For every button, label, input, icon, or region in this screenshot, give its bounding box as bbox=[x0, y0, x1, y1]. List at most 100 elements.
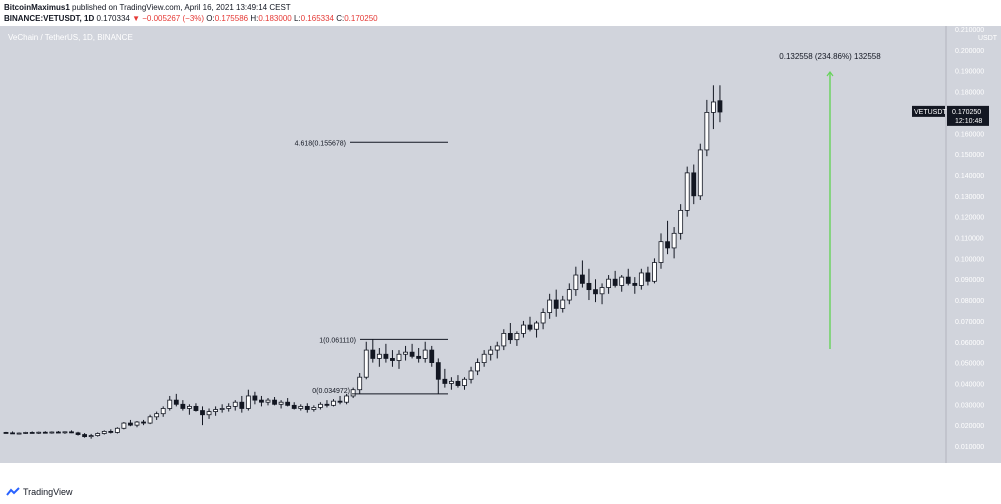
candle-body bbox=[468, 370, 474, 380]
candle-body bbox=[488, 349, 494, 355]
candle-body bbox=[337, 400, 343, 403]
footer-brand[interactable]: TradingView bbox=[6, 487, 73, 497]
candle-body bbox=[638, 272, 644, 286]
candle-body bbox=[154, 413, 160, 418]
candle-body bbox=[29, 432, 35, 434]
price-axis[interactable] bbox=[946, 26, 1001, 463]
candle-body bbox=[245, 395, 251, 409]
candle-body bbox=[114, 427, 120, 433]
candle-body bbox=[213, 409, 219, 412]
candle-body bbox=[324, 403, 330, 406]
price-tag-countdown: 12:10:48 bbox=[955, 118, 982, 125]
candle-body bbox=[691, 172, 697, 197]
y-tick-label: 0.070000 bbox=[955, 319, 984, 326]
y-tick-label: 0.060000 bbox=[955, 340, 984, 347]
y-tick-label: 0.050000 bbox=[955, 361, 984, 368]
candle-body bbox=[291, 404, 297, 409]
author-name[interactable]: BitcoinMaximus1 bbox=[4, 3, 70, 12]
y-axis-unit: USDT bbox=[978, 35, 998, 42]
candle-body bbox=[593, 289, 598, 295]
candle-body bbox=[272, 399, 277, 405]
candle-body bbox=[69, 431, 74, 434]
y-tick-label: 0.100000 bbox=[955, 256, 984, 263]
candle-body bbox=[442, 378, 448, 384]
candle-body bbox=[42, 431, 48, 434]
candle-body bbox=[82, 434, 87, 438]
candle-body bbox=[704, 112, 710, 151]
y-tick-label: 0.030000 bbox=[955, 402, 984, 409]
publish-info: BitcoinMaximus1 published on TradingView… bbox=[4, 3, 291, 12]
candlestick-chart[interactable]: VeChain / TetherUS, 1D, BINANCE USDT 0.0… bbox=[0, 26, 1001, 484]
candle-body bbox=[128, 422, 133, 426]
candle-body bbox=[285, 401, 291, 406]
candle-body bbox=[652, 262, 657, 282]
candle-body bbox=[49, 431, 55, 434]
candle-body bbox=[95, 433, 101, 436]
price-tag-value: 0.170250 bbox=[952, 109, 981, 116]
y-tick-label: 0.180000 bbox=[955, 90, 984, 97]
y-tick-label: 0.010000 bbox=[955, 444, 984, 451]
h-label: H: bbox=[250, 14, 259, 23]
candle-body bbox=[186, 405, 192, 409]
l-value: 0.165334 bbox=[300, 14, 334, 23]
fib-1-label: 1(0.061110) bbox=[319, 337, 356, 344]
candle-body bbox=[501, 333, 507, 347]
candle-body bbox=[658, 241, 664, 263]
candle-body bbox=[403, 351, 408, 355]
x-tick-label: 14 bbox=[31, 467, 39, 474]
candle-body bbox=[625, 276, 631, 284]
candle-body bbox=[350, 389, 356, 397]
candle-body bbox=[573, 274, 579, 291]
candle-body bbox=[435, 362, 441, 380]
candle-body bbox=[540, 312, 546, 324]
candle-body bbox=[62, 431, 68, 434]
tradingview-logo-icon bbox=[6, 487, 20, 496]
candle-body bbox=[298, 405, 304, 409]
symbol-interval: BINANCE:VETUSDT, 1D bbox=[4, 14, 95, 23]
candle-body bbox=[101, 431, 107, 434]
candle-body bbox=[193, 405, 199, 411]
candle-body bbox=[455, 380, 461, 386]
candle-body bbox=[147, 416, 153, 424]
candle-body bbox=[134, 421, 140, 426]
candle-body bbox=[200, 410, 205, 416]
candle-body bbox=[259, 399, 264, 403]
x-tick-label: 17 bbox=[869, 467, 877, 474]
candle-body bbox=[527, 324, 533, 330]
candle-body bbox=[304, 405, 310, 410]
o-value: 0.175586 bbox=[214, 14, 249, 23]
y-tick-label: 0.120000 bbox=[955, 215, 984, 222]
candle-body bbox=[10, 432, 15, 435]
ohlc-line: BINANCE:VETUSDT, 1D 0.170334 ▼ −0.005267… bbox=[4, 14, 378, 23]
candle-body bbox=[566, 289, 572, 301]
publish-text: published on TradingView.com, April 16, … bbox=[72, 3, 291, 12]
o-label: O: bbox=[206, 14, 215, 23]
candle-body bbox=[56, 431, 61, 434]
candle-body bbox=[665, 241, 670, 249]
candle-body bbox=[363, 349, 369, 378]
candle-body bbox=[462, 378, 467, 386]
candle-body bbox=[75, 432, 81, 435]
candle-body bbox=[357, 376, 363, 391]
candle-body bbox=[514, 333, 520, 341]
candle-body bbox=[88, 435, 94, 438]
x-tick-label: 12 bbox=[677, 467, 685, 474]
x-tick-label: 21 bbox=[238, 467, 246, 474]
c-label: C: bbox=[336, 14, 345, 23]
candle-body bbox=[678, 209, 684, 234]
chart-title: VeChain / TetherUS, 1D, BINANCE bbox=[8, 33, 133, 42]
change-value: ▼ −0.005267 (−3%) bbox=[132, 14, 205, 23]
candle-body bbox=[580, 274, 585, 284]
candle-body bbox=[586, 282, 592, 291]
candle-body bbox=[422, 349, 428, 359]
candle-body bbox=[547, 299, 553, 313]
candle-body bbox=[141, 421, 146, 424]
candle-body bbox=[311, 407, 317, 410]
x-tick-label: Mar bbox=[447, 467, 460, 474]
y-tick-label: 0.210000 bbox=[955, 27, 984, 34]
candle-body bbox=[160, 408, 166, 415]
candle-body bbox=[521, 324, 526, 334]
candle-body bbox=[494, 345, 500, 351]
candle-body bbox=[560, 299, 566, 309]
candle-body bbox=[370, 349, 376, 359]
